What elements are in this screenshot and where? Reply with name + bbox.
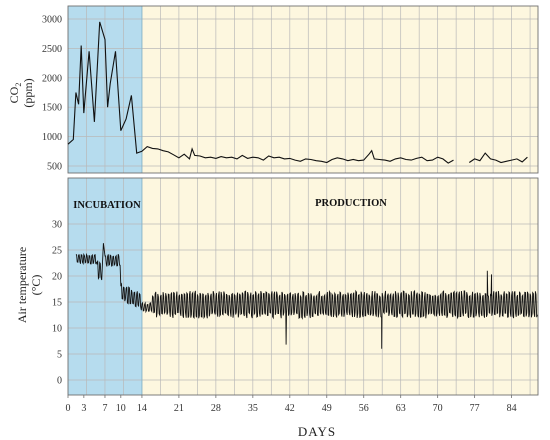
incubation-phase-label: INCUBATION [73, 200, 141, 211]
x-tick-label: 0 [66, 403, 71, 414]
temperature-series-line [75, 243, 538, 349]
temperature-ytick-label: 20 [52, 272, 62, 283]
temperature-label-main: Air temperature [15, 247, 29, 323]
x-tick-label: 42 [285, 403, 295, 414]
co2-label-subscript: 2 [14, 83, 23, 87]
x-tick-label: 10 [116, 403, 126, 414]
svg-text:CO2: CO2 [7, 83, 23, 104]
x-tick-label: 3 [81, 403, 86, 414]
x-tick-label: 7 [102, 403, 107, 414]
co2-band-production [141, 6, 538, 173]
co2-ytick-label: 1500 [42, 103, 62, 114]
x-tick-label: 21 [174, 403, 184, 414]
x-tick-label: 14 [137, 403, 147, 414]
x-tick-label: 56 [359, 403, 369, 414]
x-axis-title: DAYS [298, 424, 336, 439]
x-tick-label: 77 [470, 403, 480, 414]
temperature-ytick-label: 10 [52, 324, 62, 335]
co2-label-unit: (ppm) [21, 78, 35, 107]
co2-ytick-label: 3000 [42, 15, 62, 26]
temperature-ytick-label: 25 [52, 246, 62, 257]
temperature-ytick-label: 5 [57, 350, 62, 361]
temperature-ytick-label: 0 [57, 376, 62, 387]
x-tick-label: 84 [507, 403, 517, 414]
co2-ytick-label: 2500 [42, 44, 62, 55]
temperature-label-unit: (°C) [29, 275, 43, 296]
co2-label-main: CO [7, 86, 21, 103]
co2-panel: 500 1000 1500 2000 2500 3000 [42, 5, 539, 174]
co2-series-line-1 [67, 21, 454, 164]
x-tick-label: 28 [211, 403, 221, 414]
co2-series-line-2 [468, 152, 528, 164]
temperature-frame [67, 177, 539, 396]
x-tick-label: 35 [248, 403, 258, 414]
co2-ytick-label: 500 [47, 162, 62, 173]
co2-axis-title: CO2 (ppm) [7, 78, 35, 107]
co2-frame [67, 5, 539, 174]
temperature-ytick-label: 15 [52, 298, 62, 309]
co2-ytick-label: 1000 [42, 132, 62, 143]
x-tick-label: 49 [322, 403, 332, 414]
co2-ytick-label: 2000 [42, 73, 62, 84]
temperature-ytick-label: 30 [52, 220, 62, 231]
temperature-axis-title: Air temperature (°C) [15, 247, 43, 323]
temperature-band-production [141, 178, 538, 395]
production-phase-label: PRODUCTION [315, 198, 387, 209]
x-tick-label: 63 [396, 403, 406, 414]
x-tick-label: 70 [433, 403, 443, 414]
